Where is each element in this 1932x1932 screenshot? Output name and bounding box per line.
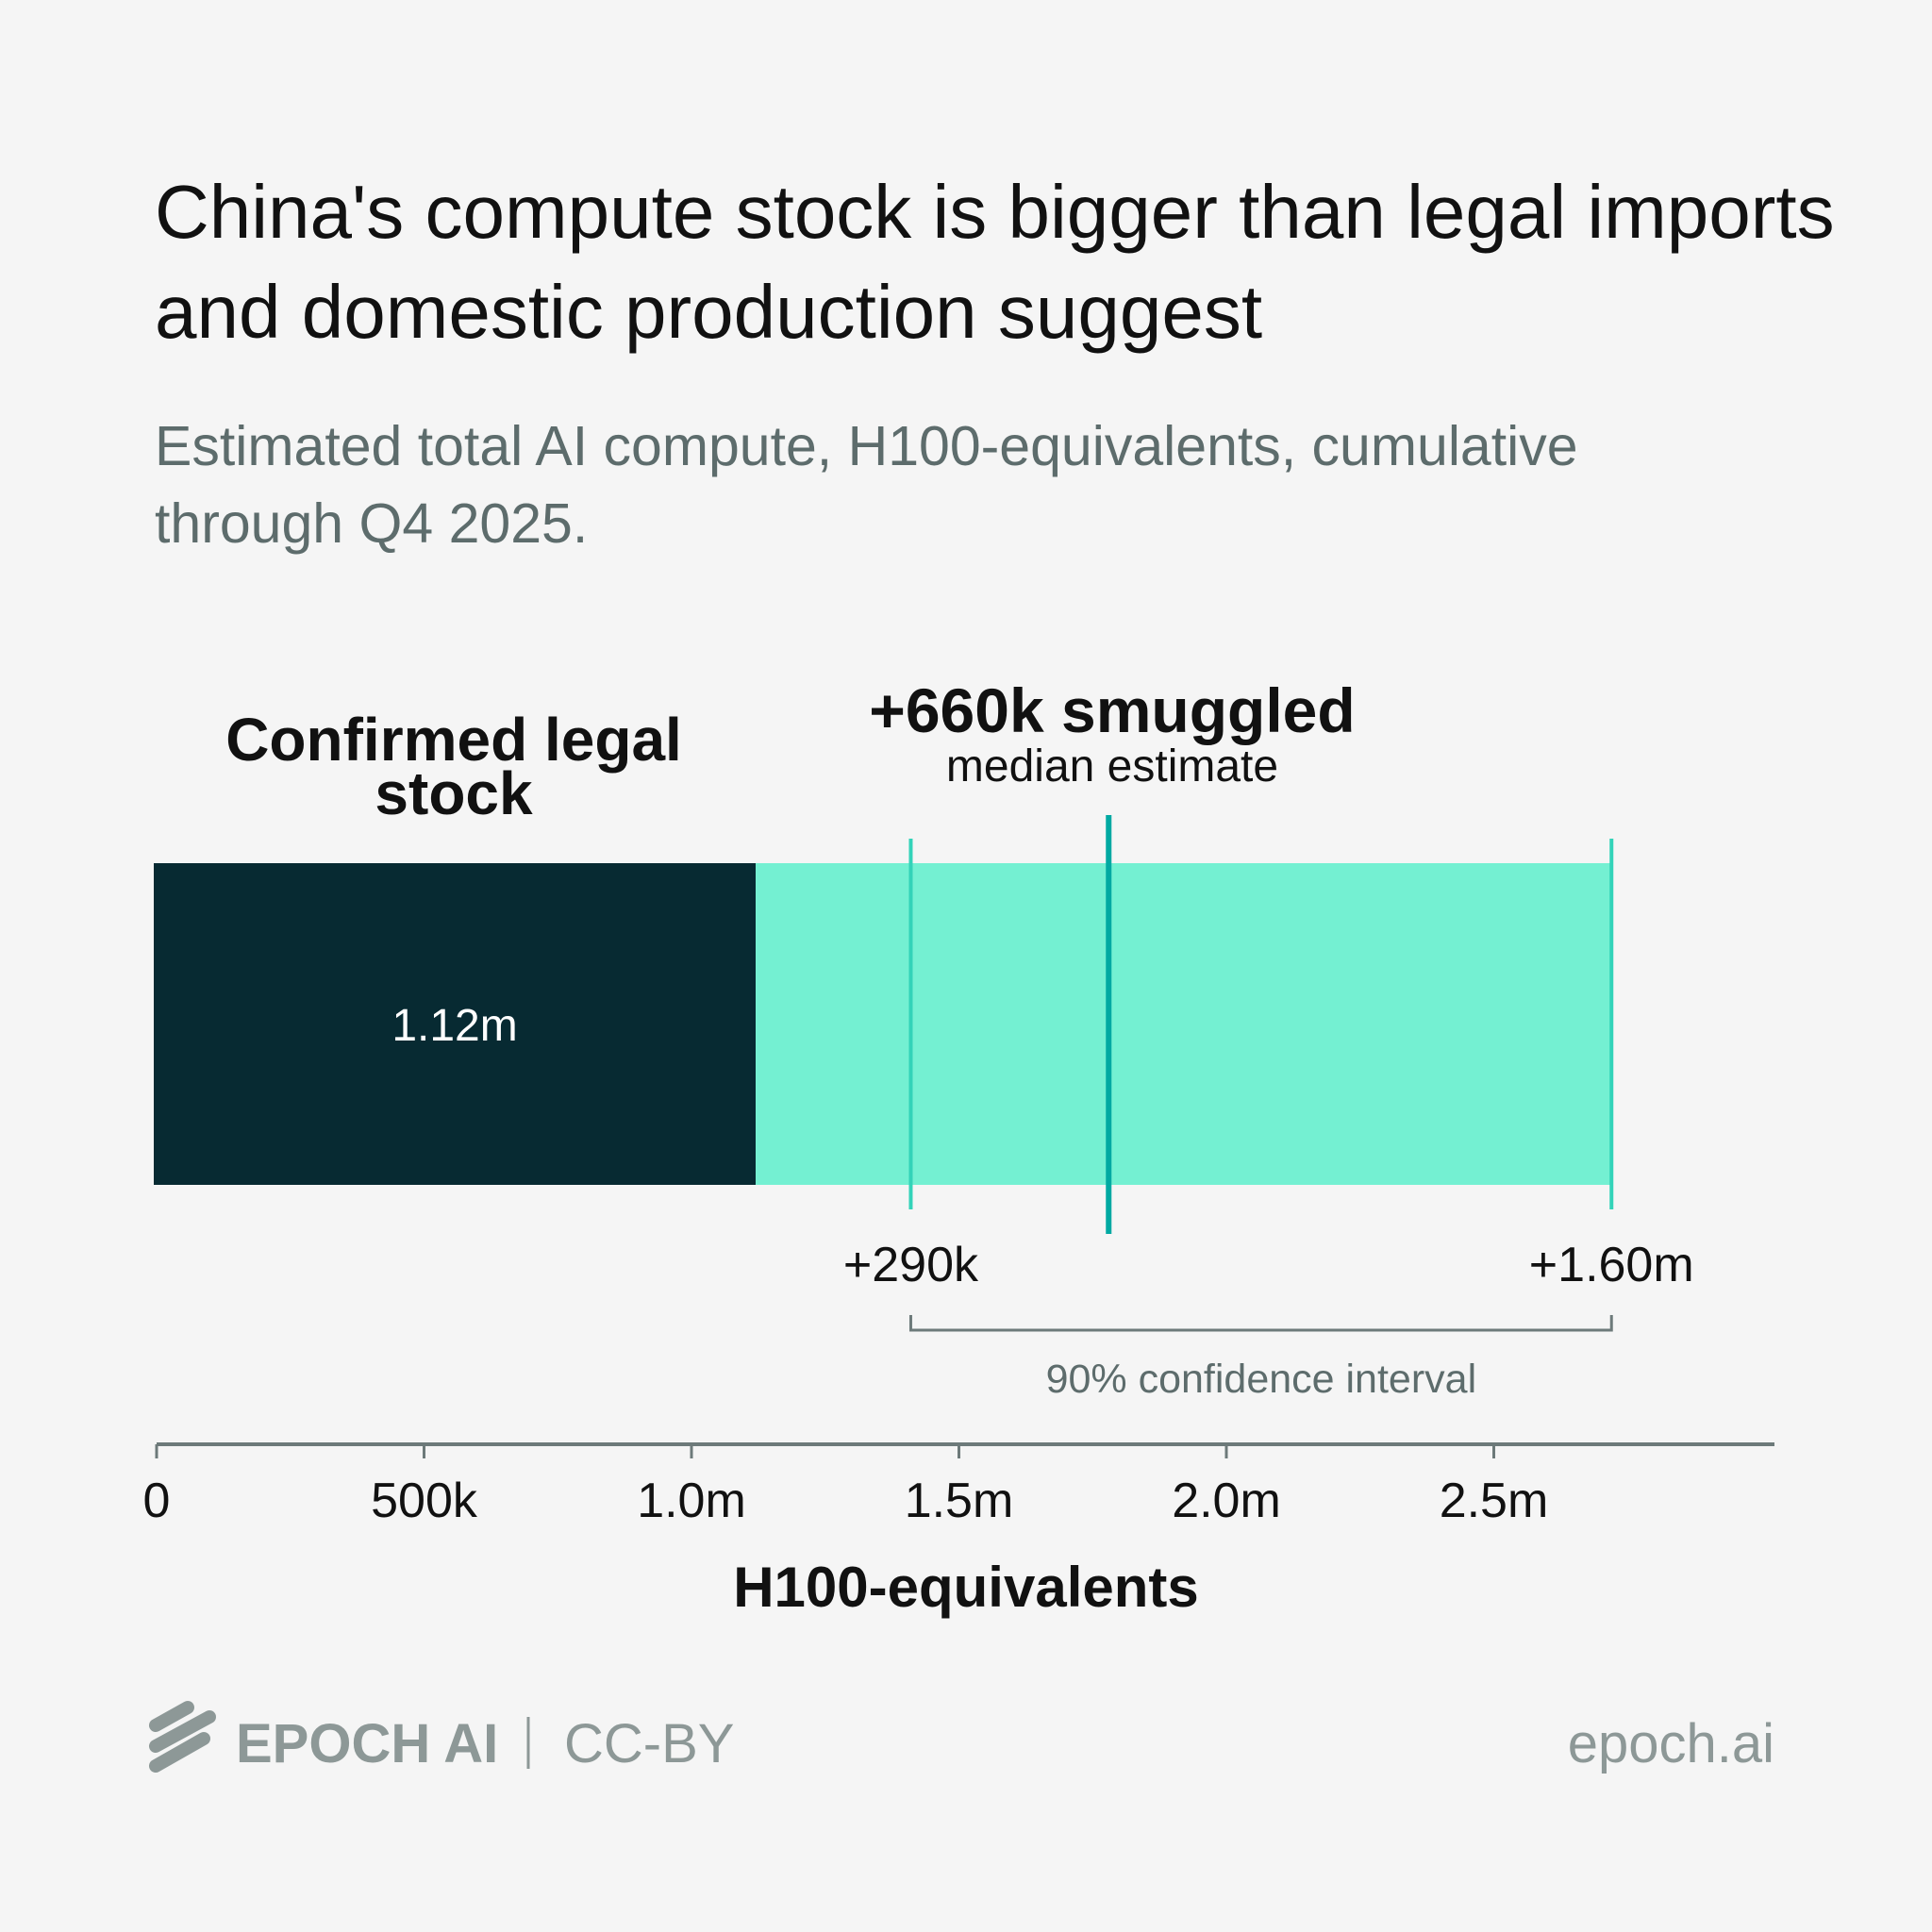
chart-title: China's compute stock is bigger than leg… — [155, 170, 1835, 354]
x-tick-label: 1.0m — [637, 1474, 746, 1528]
legal-value-label: 1.12m — [391, 1001, 517, 1051]
x-axis-ticks: 0 500k 1.0m 1.5m 2.0m 2.5m — [143, 1444, 1549, 1528]
bar-legal-stock — [154, 863, 757, 1185]
x-tick-label: 500k — [371, 1474, 478, 1528]
x-axis-title: H100-equivalents — [733, 1556, 1199, 1619]
chart-subtitle: Estimated total AI compute, H100-equival… — [155, 415, 1578, 555]
ci-caption: 90% confidence interval — [1046, 1357, 1477, 1402]
x-tick-label: 2.0m — [1172, 1474, 1281, 1528]
ci-bracket — [908, 1315, 1613, 1332]
ci-low-label: +290k — [843, 1238, 979, 1292]
legal-label-line2: stock — [375, 759, 533, 827]
legal-label-line1: Confirmed legal — [225, 706, 682, 774]
x-tick-label: 2.5m — [1440, 1474, 1549, 1528]
x-tick-label: 0 — [143, 1474, 171, 1528]
bar-smuggled-range — [756, 863, 1612, 1185]
x-tick-label: 1.5m — [905, 1474, 1014, 1528]
ci-high-label: +1.60m — [1529, 1238, 1694, 1292]
median-label: +660k smuggled — [869, 675, 1355, 745]
median-sublabel: median estimate — [946, 741, 1278, 791]
